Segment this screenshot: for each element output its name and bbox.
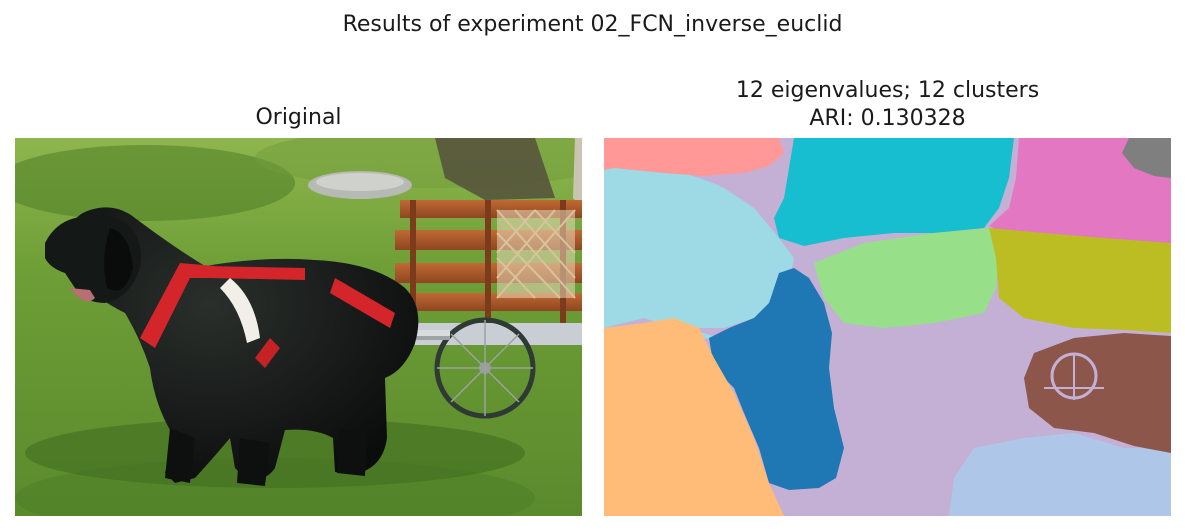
original-image-title: Original xyxy=(255,105,342,130)
dog-cart-photo-illustration xyxy=(15,138,582,516)
cluster-region-pink xyxy=(989,138,1171,253)
cluster-region-brown xyxy=(1024,333,1171,453)
cluster-region-light-blue xyxy=(949,433,1171,516)
cluster-region-peach xyxy=(604,318,784,516)
cluster-region-gray xyxy=(1122,138,1171,178)
tree-trunk xyxy=(435,138,555,200)
clustering-title-ari: ARI: 0.130328 xyxy=(809,106,966,131)
cluster-region-green xyxy=(814,228,999,328)
clustering-panel-title: 12 eigenvalues; 12 clusters ARI: 0.13032… xyxy=(604,77,1171,133)
figure-title: Results of experiment 02_FCN_inverse_euc… xyxy=(342,12,843,37)
segmentation-svg xyxy=(604,138,1171,516)
cluster-segmentation-map xyxy=(604,138,1171,516)
clustering-title-eigenvalues: 12 eigenvalues; 12 clusters xyxy=(735,78,1040,103)
cluster-region-cyan xyxy=(774,138,1014,246)
cluster-region-salmon xyxy=(604,138,784,176)
black-dog xyxy=(45,207,419,486)
cluster-region-olive xyxy=(989,228,1171,333)
wooden-cart xyxy=(395,200,582,419)
cluster-region-dark-blue xyxy=(709,268,844,490)
cluster-region-light-cyan xyxy=(604,168,794,328)
original-photo xyxy=(15,138,582,516)
red-harness xyxy=(140,263,395,368)
